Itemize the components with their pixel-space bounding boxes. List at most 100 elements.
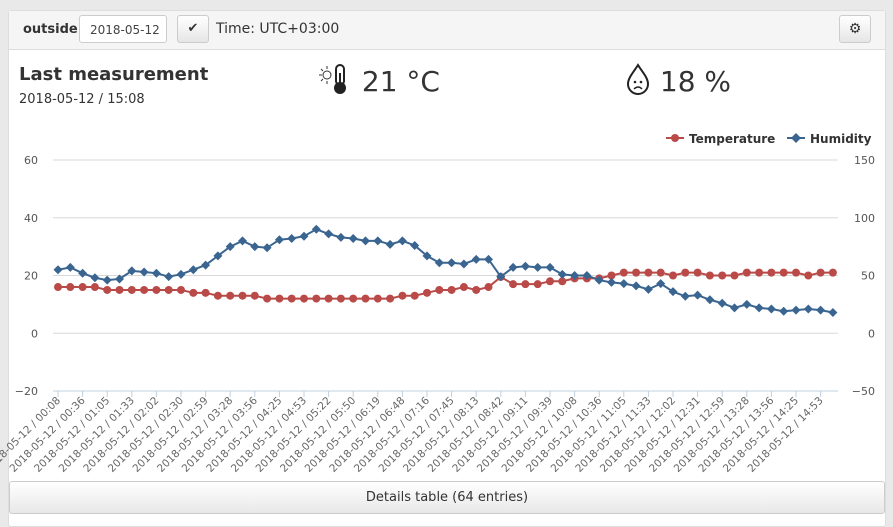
humidity-point <box>545 262 555 272</box>
temperature-point <box>742 268 751 277</box>
checkmark-icon: ✔ <box>187 21 199 36</box>
temperature-point <box>398 291 407 300</box>
humidity-point <box>508 262 518 272</box>
humidity-point <box>668 287 678 297</box>
y-left-tick: 0 <box>31 327 38 340</box>
sun-thermometer-icon <box>319 64 346 94</box>
temperature-point <box>152 285 161 294</box>
humidity-point <box>422 251 432 261</box>
temperature-point <box>767 268 776 277</box>
temperature-point <box>459 283 468 292</box>
y-left-tick: 60 <box>24 154 38 167</box>
humidity-point <box>250 242 260 252</box>
legend-humidity[interactable]: Humidity <box>810 132 872 146</box>
temperature-point <box>90 283 99 292</box>
humidity-line <box>57 228 834 314</box>
humidity-point <box>139 267 149 277</box>
humidity-point <box>484 254 493 264</box>
humidity-point <box>397 236 407 246</box>
humidity-point <box>680 291 690 301</box>
temperature-point <box>213 291 222 300</box>
details-table-button[interactable]: Details table (64 entries) <box>9 481 885 514</box>
location-label: outside <box>23 22 78 37</box>
humidity-point <box>816 305 826 315</box>
temperature-point <box>472 285 481 294</box>
temperature-reading: 21 °C <box>319 63 440 98</box>
temperature-point <box>669 271 677 280</box>
humidity-point <box>225 242 235 252</box>
humidity-point <box>557 269 567 279</box>
temperature-point <box>779 268 788 277</box>
humidity-point <box>188 265 198 275</box>
temperature-point <box>300 294 308 303</box>
humidity-point <box>311 224 321 234</box>
temperature-point <box>410 291 419 300</box>
humidity-point <box>324 229 334 239</box>
temperature-point <box>484 283 493 292</box>
humidity-point <box>742 299 752 309</box>
temperature-point <box>336 294 345 303</box>
humidity-point <box>262 243 272 253</box>
temperature-point <box>324 294 333 303</box>
humidity-point <box>348 234 358 244</box>
confirm-button[interactable]: ✔ <box>177 15 209 43</box>
legend-temperature[interactable]: Temperature <box>689 132 775 146</box>
humidity-point <box>570 271 580 280</box>
temperature-point <box>164 285 173 294</box>
humidity-point <box>410 240 420 250</box>
humidity-point <box>299 231 309 241</box>
humidity-point <box>594 275 604 285</box>
temperature-point <box>263 294 272 303</box>
temperature-point <box>509 280 518 289</box>
temperature-point <box>693 268 702 277</box>
humidity-point <box>274 235 284 245</box>
humidity-point <box>65 262 75 272</box>
humidity-point <box>791 305 801 315</box>
temperature-point <box>619 268 628 277</box>
humidity-value: 18 % <box>659 65 732 98</box>
humidity-point <box>213 251 223 261</box>
temperature-point <box>312 294 321 303</box>
temperature-point <box>644 268 653 277</box>
temperature-point <box>632 268 641 277</box>
humidity-point <box>754 303 764 313</box>
date-input[interactable]: 2018-05-12 <box>79 15 167 43</box>
humidity-point <box>705 295 715 305</box>
humidity-point <box>201 260 211 270</box>
humidity-point <box>90 273 100 283</box>
humidity-point <box>643 284 653 294</box>
settings-button[interactable]: ⚙ <box>839 15 871 43</box>
humidity-point <box>434 258 444 268</box>
humidity-point <box>730 303 739 313</box>
humidity-point <box>471 254 481 264</box>
y-right-tick: −50 <box>852 385 875 398</box>
temperature-point <box>533 280 542 289</box>
humidity-point <box>619 279 629 289</box>
temperature-point <box>718 271 727 280</box>
humidity-point <box>176 269 186 279</box>
temperature-point <box>238 291 247 300</box>
temperature-point <box>804 271 813 280</box>
gear-icon: ⚙ <box>848 21 862 37</box>
temperature-point <box>140 285 149 294</box>
humidity-point <box>582 271 592 280</box>
temperature-point <box>386 294 395 303</box>
y-right-tick: 100 <box>854 212 875 225</box>
temperature-point <box>250 291 259 300</box>
legend: Temperature Humidity <box>666 132 872 146</box>
toolbar: outside 2018-05-12 ✔ Time: UTC+03:00 ⚙ <box>9 11 885 50</box>
humidity-point <box>53 265 63 275</box>
humidity-point <box>693 290 703 300</box>
last-measurement-title: Last measurement <box>19 64 209 85</box>
humidity-point <box>287 234 297 244</box>
y-right-tick: 50 <box>861 270 875 283</box>
humidity-point <box>607 277 616 287</box>
temperature-point <box>349 294 358 303</box>
humidity-point <box>373 236 383 246</box>
humidity-point <box>336 232 346 242</box>
y-right-tick: 150 <box>854 154 875 167</box>
temperature-point <box>546 277 554 286</box>
humidity-point <box>78 268 88 278</box>
temperature-point <box>177 285 185 294</box>
humidity-point <box>803 304 813 314</box>
